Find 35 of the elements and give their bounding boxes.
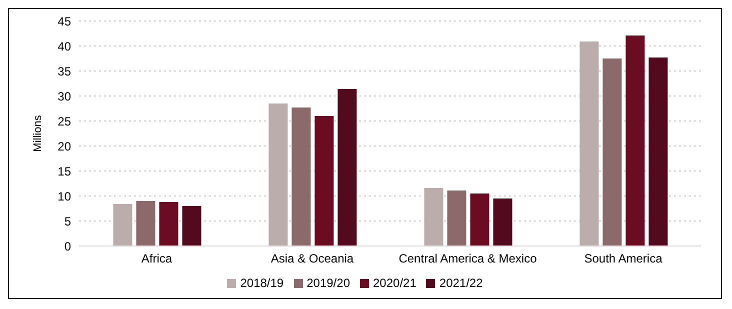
y-tick-label: 40 — [58, 39, 72, 54]
bar — [470, 194, 490, 246]
bar — [113, 204, 132, 246]
y-tick-label: 25 — [58, 114, 72, 128]
y-tick-label: 0 — [64, 239, 72, 254]
y-tick-label: 10 — [58, 189, 72, 204]
x-tick-label: Central America & Mexico — [398, 252, 538, 266]
y-tick-label: 35 — [58, 64, 72, 78]
x-tick-label: Africa — [141, 252, 172, 266]
legend-label: 2018/19 — [240, 276, 284, 290]
y-tick-label: 45 — [58, 14, 72, 28]
bar — [314, 116, 334, 246]
bar — [268, 104, 288, 246]
bar — [159, 202, 178, 246]
bar — [292, 108, 311, 246]
bar — [136, 201, 156, 246]
bar — [580, 42, 599, 246]
bar — [602, 58, 622, 246]
bar — [338, 89, 357, 246]
bar — [447, 190, 466, 246]
x-tick-label: South America — [584, 252, 663, 266]
bar — [182, 206, 202, 246]
x-tick-label: Asia & Oceania — [270, 252, 354, 266]
legend-label: 2019/20 — [306, 276, 350, 290]
y-tick-label: 15 — [58, 164, 72, 178]
bar — [648, 58, 668, 246]
y-tick-label: 20 — [58, 139, 72, 154]
y-axis-title: Millions — [32, 114, 44, 152]
bar — [626, 36, 645, 246]
legend-label: 2021/22 — [439, 276, 483, 290]
legend-label: 2020/21 — [373, 276, 416, 290]
bar — [424, 188, 444, 246]
y-tick-label: 30 — [58, 89, 72, 104]
y-tick-label: 5 — [64, 214, 72, 228]
bar — [493, 198, 512, 246]
